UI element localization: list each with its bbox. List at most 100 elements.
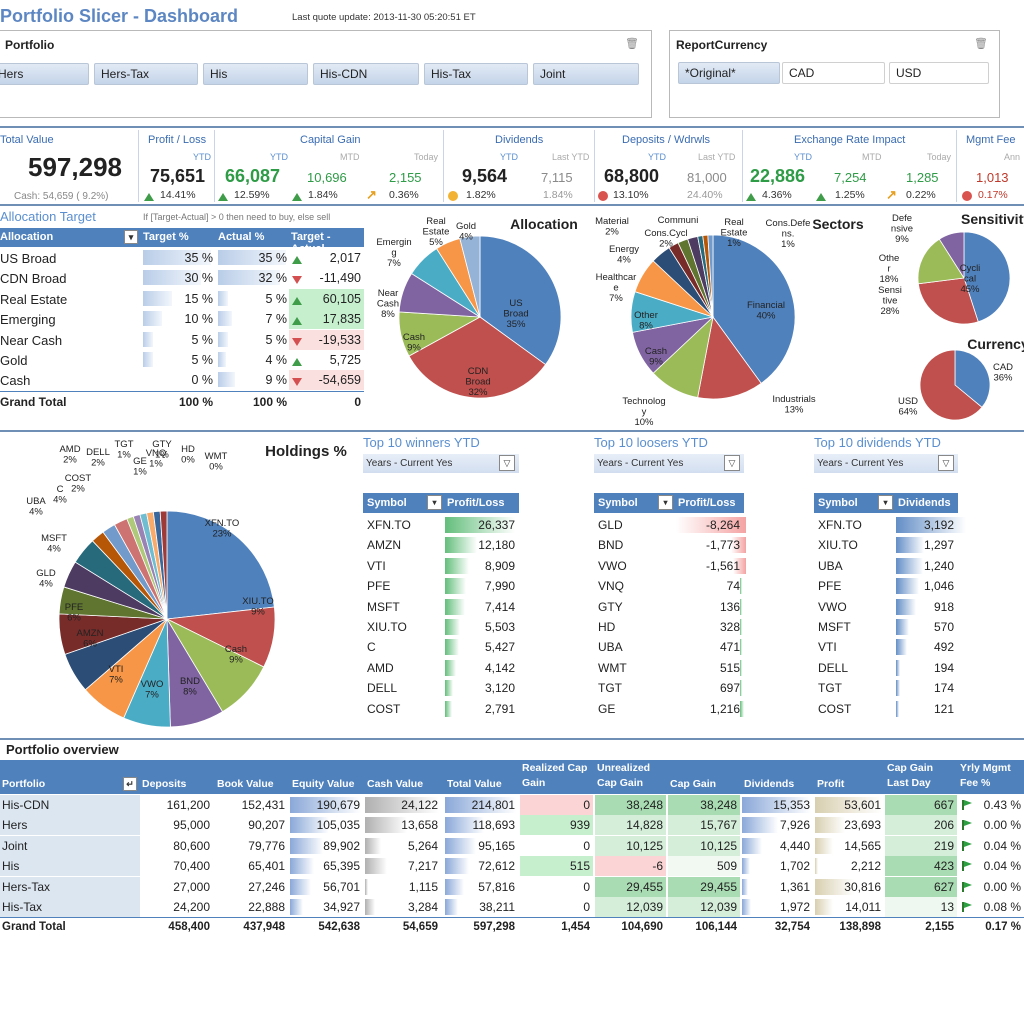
overview-databar — [290, 817, 330, 834]
winners-symbol: XFN.TO — [367, 518, 411, 532]
sectors-label: Cons.Defe ns. 1% — [766, 218, 811, 250]
winners-symbol: XIU.TO — [367, 620, 407, 634]
alloc-diff: -54,659 — [318, 373, 361, 388]
filter-icon[interactable]: ▽ — [938, 455, 954, 471]
holdings-label: HD 0% — [181, 444, 195, 466]
overview-cell: 4,440 — [779, 838, 810, 853]
filter-icon[interactable]: ▽ — [724, 455, 740, 471]
flag-icon — [962, 819, 972, 833]
filter-sort-icon[interactable]: ▾ — [427, 495, 442, 510]
alloc-diff: 5,725 — [329, 353, 361, 367]
slicer-item-hers-tax[interactable]: Hers-Tax — [94, 63, 198, 85]
overview-databar — [445, 899, 458, 915]
filter-clear-icon[interactable]: 🗑 — [625, 38, 639, 50]
currency-item-original[interactable]: *Original* — [678, 62, 780, 84]
kpi-separator — [138, 130, 139, 202]
dividends-symbol: DELL — [818, 660, 849, 675]
alloc-target: 5 % — [191, 353, 213, 367]
allocation-slice-cdn-broad — [408, 316, 547, 399]
overview-gain-bg — [668, 795, 740, 815]
allocation-label: Gold 4% — [456, 221, 476, 243]
loosers-databar — [740, 578, 742, 595]
slicer-item-joint[interactable]: Joint — [533, 63, 639, 85]
winners-col2: Profit/Loss — [447, 497, 505, 509]
winners-symbol: DELL — [367, 681, 398, 696]
overview-lastday-bg — [885, 835, 957, 856]
holdings-label: VWO 7% — [141, 679, 164, 701]
alloc-hint: If [Target-Actual] > 0 then need to buy,… — [143, 212, 331, 222]
loosers-row: GLD -8,264 — [594, 515, 746, 535]
currency-item-cad[interactable]: CAD — [782, 62, 885, 84]
loosers-symbol: UBA — [598, 640, 623, 655]
sectors-slice-industrials — [697, 316, 762, 400]
slicer-item-his-cdn[interactable]: His-CDN — [313, 63, 419, 85]
overview-total-cell: 54,659 — [402, 921, 438, 934]
overview-cell: 667 — [933, 798, 954, 812]
overview-databar — [445, 837, 477, 854]
alloc-total-target: 100 % — [178, 394, 213, 409]
slicer-item-his-tax[interactable]: His-Tax — [424, 63, 528, 85]
sectors-label: Material 2% — [595, 216, 629, 238]
currency-item-usd[interactable]: USD — [889, 62, 989, 84]
sectors-label: Healthcar e 7% — [596, 272, 637, 304]
dividends-row: UBA 1,240 — [814, 556, 958, 576]
filter-dropdown-icon[interactable]: ▾ — [124, 230, 138, 244]
dividends-databar — [896, 619, 909, 635]
slicer-item-hers[interactable]: Hers — [0, 63, 89, 85]
slicer-item-his[interactable]: His — [203, 63, 308, 85]
winners-filter: Years - Current Yes ▽ — [363, 454, 519, 473]
winners-symbol: PFE — [367, 579, 391, 594]
filter-icon[interactable]: ▽ — [499, 455, 515, 471]
holdings-slice-hd — [159, 510, 168, 620]
filter-clear-icon[interactable]: 🗑 — [974, 38, 988, 50]
overview-cell: 14,011 — [845, 900, 881, 914]
dividends-value: 570 — [933, 620, 954, 634]
winners-symbol: AMD — [367, 660, 394, 675]
kpi-fx-p3: Today — [927, 152, 952, 162]
filter-sort-icon[interactable]: ▾ — [878, 495, 893, 510]
overview-name-bg — [0, 815, 140, 836]
alloc-actual: 35 % — [258, 251, 288, 265]
dividends-symbol: UBA — [818, 558, 843, 573]
filter-sort-icon[interactable]: ▾ — [658, 495, 673, 510]
kpi-total-value: 597,298 — [28, 152, 122, 182]
kpi-separator — [443, 130, 444, 202]
sensitivity-label: Defe nsive 9% — [891, 213, 913, 245]
flag-icon — [962, 901, 972, 915]
overview-header-8: Cap Gain — [670, 778, 717, 790]
winners-symbol: MSFT — [367, 599, 400, 614]
circle-orange-icon — [448, 191, 458, 201]
alloc-actual-bar — [218, 270, 281, 286]
holdings-label: XFN.TO 23% — [205, 518, 240, 540]
alloc-diff-bg — [289, 329, 364, 350]
loosers-value: -8,264 — [705, 518, 740, 532]
overview-cell: 1,361 — [779, 879, 810, 894]
allocation-label: CDN Broad 32% — [465, 366, 490, 398]
dividends-symbol: TGT — [818, 681, 842, 696]
dividends-databar — [896, 537, 925, 554]
overview-cell: 12,039 — [700, 900, 737, 914]
loosers-value: 515 — [719, 660, 740, 675]
kpi-div-ytd: 9,564 — [462, 166, 508, 186]
overview-cell: 14,828 — [626, 818, 663, 833]
dividends-symbol: XIU.TO — [818, 538, 858, 553]
kpi-capgain-ytd: 66,087 — [225, 166, 281, 186]
kpi-fee-pct: 0.17% — [978, 189, 1008, 201]
overview-header-10: Profit — [817, 778, 845, 790]
sectors-label: Real Estate 1% — [721, 217, 748, 249]
dividends-title: Top 10 dividends YTD — [814, 435, 941, 450]
kpi-dep-label: Deposits / Wdrwls — [622, 134, 711, 146]
winners-symbol: VTI — [367, 558, 386, 573]
dividends-symbol: VWO — [818, 599, 847, 614]
kpi-fx-today: 1,285 — [906, 170, 939, 185]
dividends-row: XIU.TO 1,297 — [814, 535, 958, 555]
dividends-value: 492 — [933, 640, 954, 655]
kpi-fx-label: Exchange Rate Impact — [794, 134, 906, 146]
sort-dropdown-icon[interactable]: ↵ — [123, 777, 137, 791]
overview-cell: 10,125 — [626, 838, 663, 853]
overview-cell: 515 — [569, 859, 590, 874]
loosers-value: 136 — [719, 599, 740, 614]
arrow-diagonal-icon: ↗ — [366, 187, 377, 202]
overview-cell: 95,165 — [478, 838, 515, 853]
kpi-capgain-p3: Today — [414, 152, 439, 162]
